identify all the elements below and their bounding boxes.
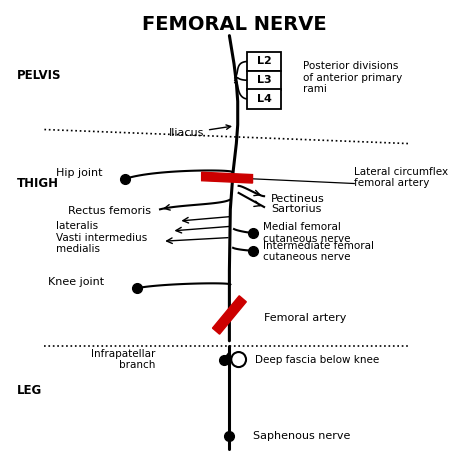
Text: LEG: LEG bbox=[17, 384, 42, 397]
Text: Lateral circumflex
femoral artery: Lateral circumflex femoral artery bbox=[354, 167, 448, 188]
Text: L3: L3 bbox=[257, 75, 272, 85]
Text: Knee joint: Knee joint bbox=[48, 277, 105, 287]
Text: Intermediate femoral
cutaneous nerve: Intermediate femoral cutaneous nerve bbox=[263, 241, 374, 262]
Text: Rectus femoris: Rectus femoris bbox=[68, 206, 151, 216]
Text: Femoral artery: Femoral artery bbox=[264, 313, 346, 323]
Text: Saphenous nerve: Saphenous nerve bbox=[253, 431, 350, 441]
Text: Iliacus: Iliacus bbox=[169, 125, 231, 138]
Text: Pectineus: Pectineus bbox=[271, 193, 325, 203]
Text: Hip joint: Hip joint bbox=[56, 168, 102, 178]
Text: Posterior divisions
of anterior primary
rami: Posterior divisions of anterior primary … bbox=[303, 61, 402, 95]
Text: Deep fascia below knee: Deep fascia below knee bbox=[255, 354, 379, 364]
Text: Sartorius: Sartorius bbox=[271, 204, 321, 214]
Text: L4: L4 bbox=[256, 94, 272, 104]
FancyBboxPatch shape bbox=[247, 71, 281, 90]
Text: Infrapatellar
branch: Infrapatellar branch bbox=[91, 349, 155, 370]
FancyBboxPatch shape bbox=[247, 52, 281, 71]
Text: Medial femoral
cutaneous nerve: Medial femoral cutaneous nerve bbox=[263, 222, 350, 244]
Text: L2: L2 bbox=[257, 57, 272, 66]
FancyBboxPatch shape bbox=[247, 89, 281, 109]
Polygon shape bbox=[212, 296, 246, 334]
Text: THIGH: THIGH bbox=[17, 177, 59, 190]
Text: FEMORAL NERVE: FEMORAL NERVE bbox=[142, 15, 326, 34]
Text: lateralis
Vasti intermedius
medialis: lateralis Vasti intermedius medialis bbox=[56, 221, 147, 254]
Polygon shape bbox=[201, 172, 253, 183]
Text: PELVIS: PELVIS bbox=[17, 69, 61, 82]
